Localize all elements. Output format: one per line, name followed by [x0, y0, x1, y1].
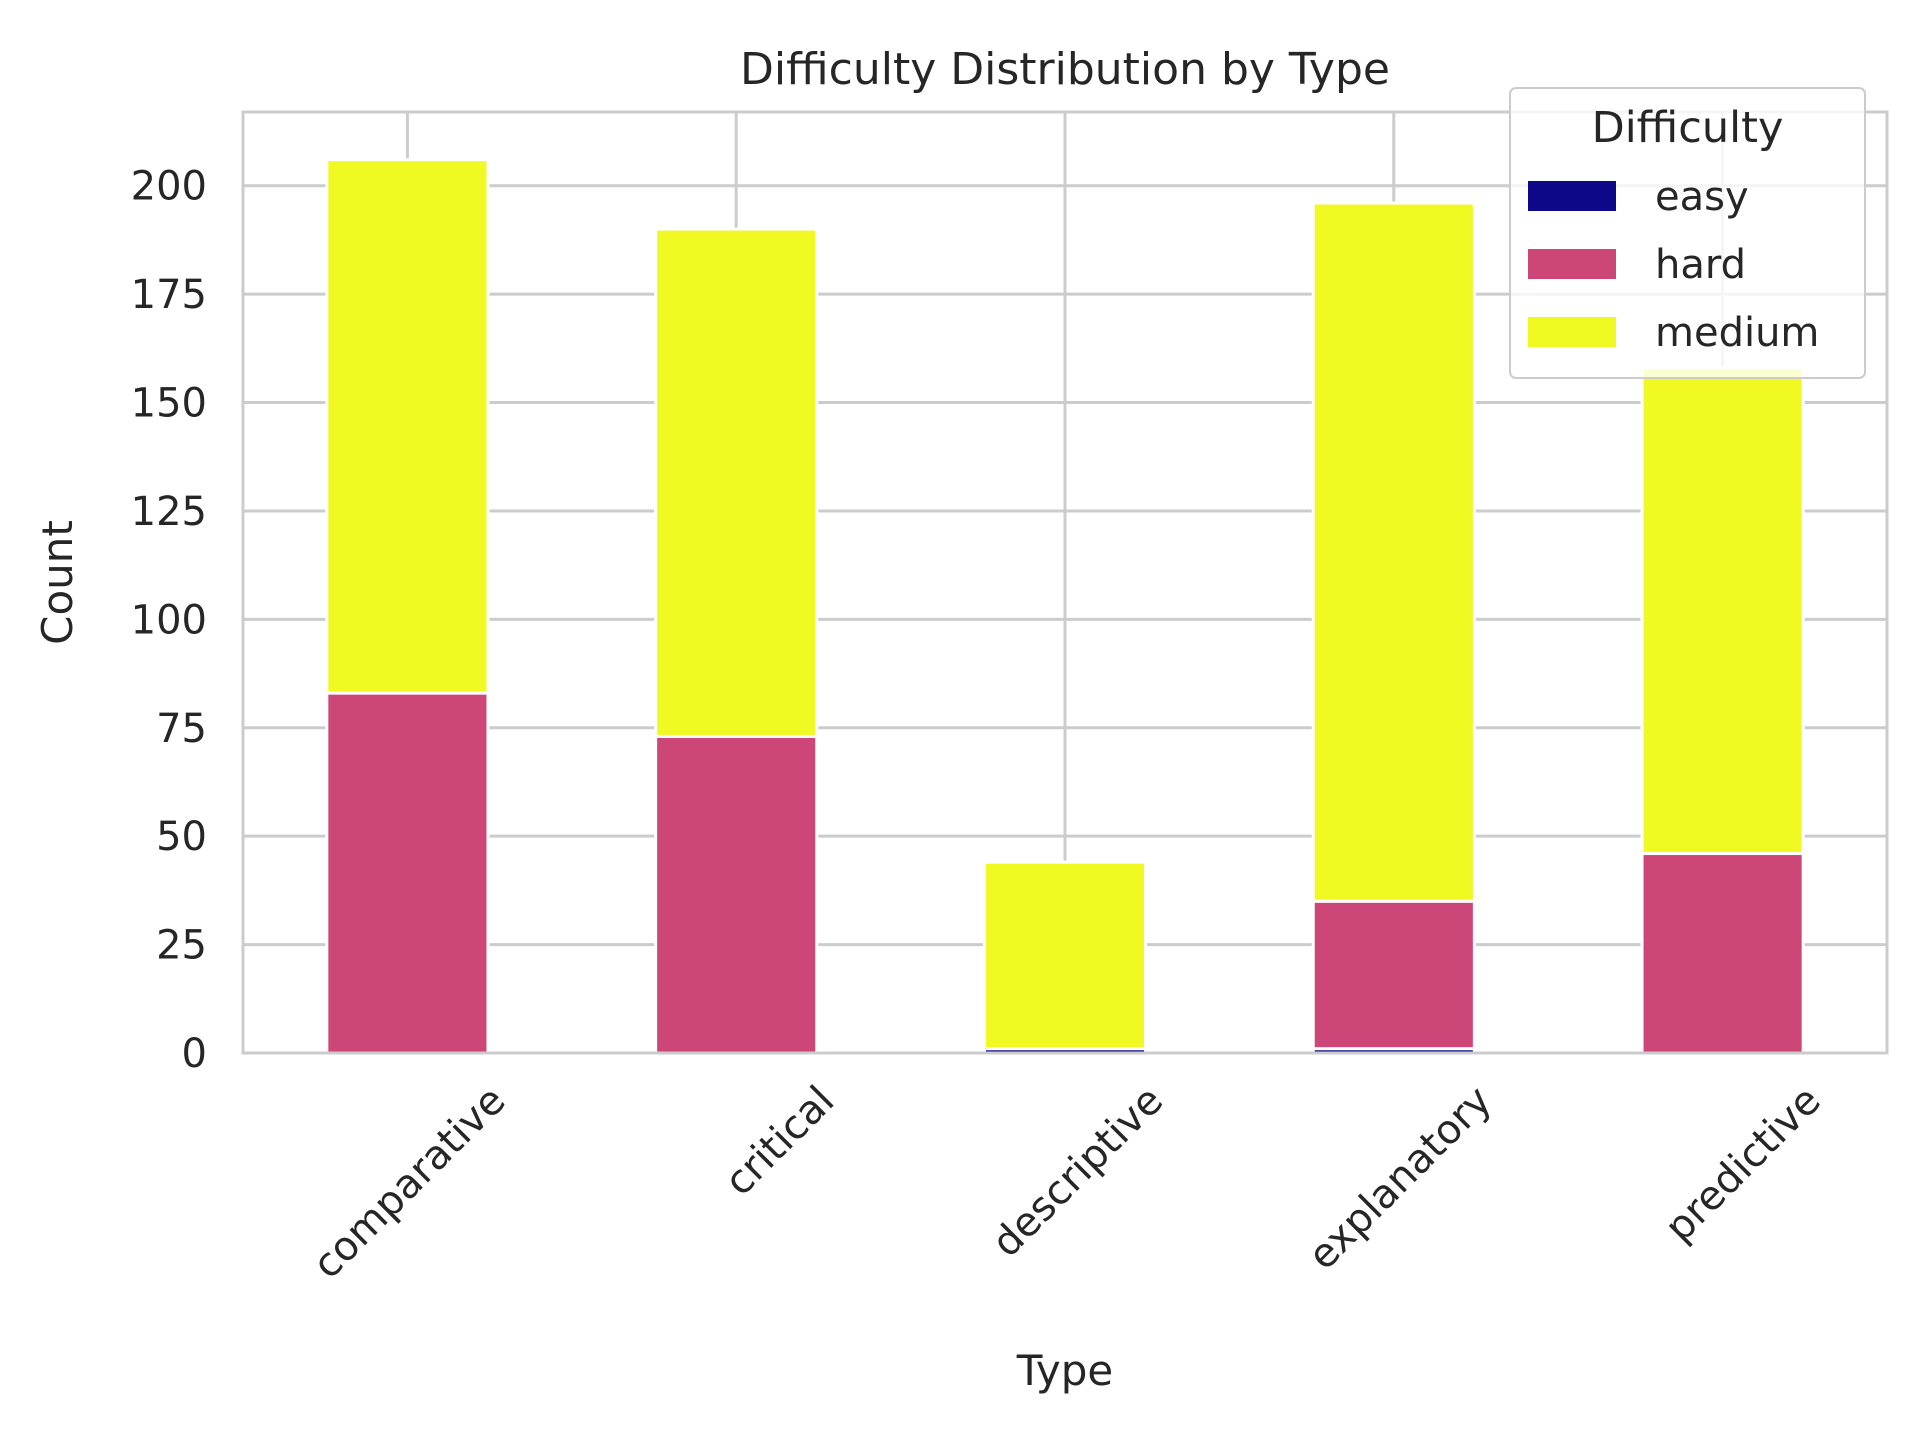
legend-swatch-easy [1528, 181, 1616, 211]
y-tick-label: 150 [131, 381, 207, 427]
bar-medium-descriptive [982, 860, 1148, 1051]
bar-medium-explanatory [1311, 201, 1476, 903]
y-tick-label: 50 [156, 814, 207, 860]
bar-hard-predictive [1640, 852, 1805, 1055]
legend-swatch-hard [1528, 249, 1616, 279]
y-tick-label: 0 [182, 1031, 207, 1077]
legend-swatch-medium [1528, 317, 1616, 347]
chart-title: Difficulty Distribution by Type [740, 44, 1390, 95]
legend-box [1509, 87, 1866, 379]
legend-label-medium: medium [1655, 310, 1819, 356]
x-axis-title: Type [1016, 1346, 1113, 1395]
y-axis-title: Count [33, 520, 82, 645]
bar-medium-predictive [1640, 366, 1805, 856]
bar-medium-comparative [325, 158, 490, 695]
legend-label-easy: easy [1655, 174, 1749, 220]
plot-frame [241, 110, 1889, 1055]
legend-label-hard: hard [1655, 242, 1746, 288]
y-tick-label: 100 [131, 597, 207, 643]
legend: Difficulty easy hard medium [1509, 87, 1866, 379]
y-tick-label: 200 [131, 164, 207, 210]
y-tick-label: 175 [131, 272, 207, 318]
bar-medium-critical [654, 227, 819, 738]
legend-title: Difficulty [1592, 103, 1784, 153]
bar-hard-critical [654, 734, 819, 1055]
y-tick-label: 25 [156, 923, 207, 969]
bar-hard-comparative [325, 691, 490, 1055]
y-tick-label: 75 [156, 706, 207, 752]
y-tick-label: 125 [131, 489, 207, 535]
bar-hard-explanatory [1311, 899, 1476, 1051]
